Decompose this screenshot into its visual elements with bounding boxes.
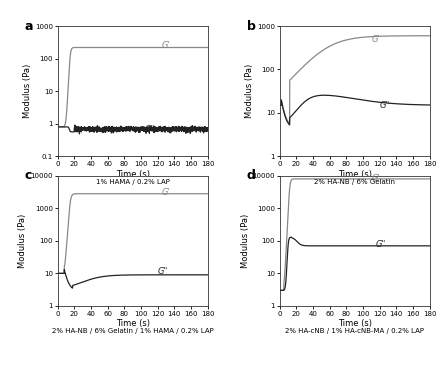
- Text: 2% HA-cNB / 1% HA-cNB-MA / 0.2% LAP: 2% HA-cNB / 1% HA-cNB-MA / 0.2% LAP: [285, 328, 424, 334]
- Text: a: a: [24, 20, 33, 32]
- Text: 2% HA-NB / 6% Gelatin: 2% HA-NB / 6% Gelatin: [314, 179, 395, 185]
- X-axis label: Time (s): Time (s): [116, 320, 150, 329]
- Text: b: b: [247, 20, 256, 32]
- X-axis label: Time (s): Time (s): [338, 170, 372, 179]
- Text: G': G': [162, 188, 171, 197]
- X-axis label: Time (s): Time (s): [116, 170, 150, 179]
- Text: G": G": [376, 240, 386, 250]
- Text: G': G': [371, 35, 380, 44]
- Text: 1% HAMA / 0.2% LAP: 1% HAMA / 0.2% LAP: [96, 179, 170, 185]
- Y-axis label: Modulus (Pa): Modulus (Pa): [241, 214, 249, 268]
- Text: G': G': [162, 41, 171, 50]
- Y-axis label: Modulus (Pa): Modulus (Pa): [245, 64, 254, 118]
- Text: c: c: [24, 169, 32, 182]
- X-axis label: Time (s): Time (s): [338, 320, 372, 329]
- Text: G": G": [145, 125, 155, 134]
- Text: 2% HA-NB / 6% Gelatin / 1% HAMA / 0.2% LAP: 2% HA-NB / 6% Gelatin / 1% HAMA / 0.2% L…: [52, 328, 214, 334]
- Y-axis label: Modulus (Pa): Modulus (Pa): [23, 64, 32, 118]
- Text: G": G": [380, 101, 390, 110]
- Text: d: d: [247, 169, 256, 182]
- Y-axis label: Modulus (Pa): Modulus (Pa): [19, 214, 27, 268]
- Text: G': G': [371, 175, 380, 184]
- Text: G": G": [158, 267, 168, 276]
